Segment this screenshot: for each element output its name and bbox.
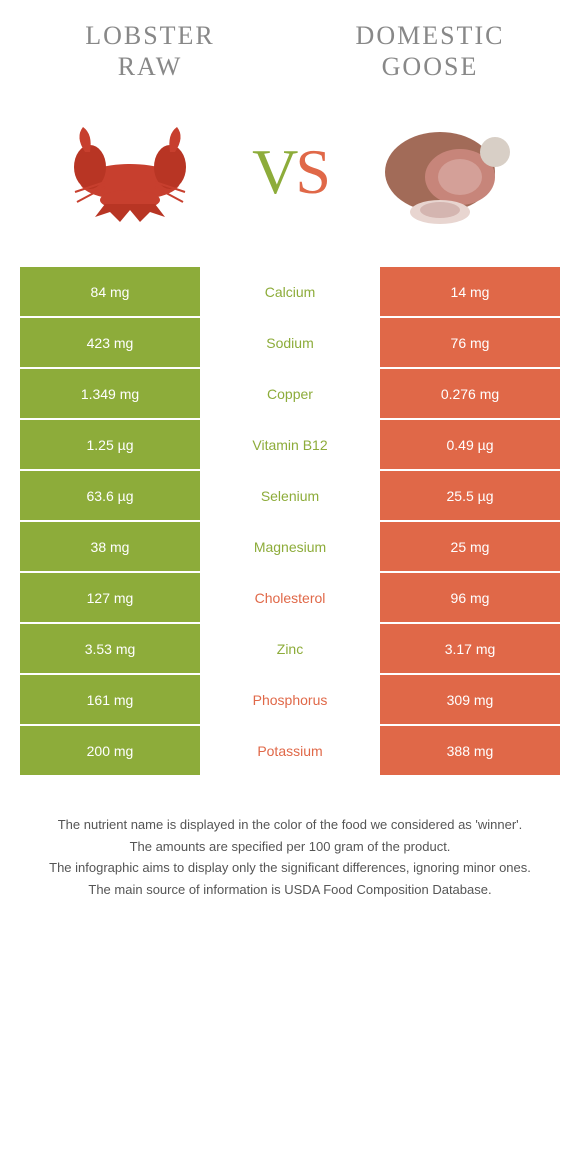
images-row: VS [20, 102, 560, 242]
left-value: 200 mg [20, 726, 200, 775]
left-value: 1.349 mg [20, 369, 200, 418]
footer-line3: The infographic aims to display only the… [35, 858, 545, 878]
nutrient-table: 84 mgCalcium14 mg423 mgSodium76 mg1.349 … [20, 267, 560, 775]
right-value: 96 mg [380, 573, 560, 622]
left-value: 161 mg [20, 675, 200, 724]
nutrient-name: Vitamin B12 [200, 420, 380, 469]
table-row: 423 mgSodium76 mg [20, 318, 560, 367]
right-food-image [360, 102, 540, 242]
right-value: 25 mg [380, 522, 560, 571]
left-value: 38 mg [20, 522, 200, 571]
right-value: 25.5 µg [380, 471, 560, 520]
nutrient-name: Magnesium [200, 522, 380, 571]
right-value: 14 mg [380, 267, 560, 316]
left-value: 1.25 µg [20, 420, 200, 469]
right-value: 309 mg [380, 675, 560, 724]
left-value: 423 mg [20, 318, 200, 367]
table-row: 38 mgMagnesium25 mg [20, 522, 560, 571]
right-value: 388 mg [380, 726, 560, 775]
left-title-line1: Lobster [85, 21, 215, 50]
table-row: 200 mgPotassium388 mg [20, 726, 560, 775]
goose-meat-icon [365, 112, 535, 232]
table-row: 161 mgPhosphorus309 mg [20, 675, 560, 724]
table-row: 84 mgCalcium14 mg [20, 267, 560, 316]
vs-label: VS [252, 135, 328, 209]
nutrient-name: Sodium [200, 318, 380, 367]
nutrient-name: Phosphorus [200, 675, 380, 724]
right-food-title: Domestic goose [330, 20, 530, 82]
right-value: 0.276 mg [380, 369, 560, 418]
left-food-image [40, 102, 220, 242]
nutrient-name: Copper [200, 369, 380, 418]
nutrient-name: Selenium [200, 471, 380, 520]
nutrient-name: Zinc [200, 624, 380, 673]
table-row: 3.53 mgZinc3.17 mg [20, 624, 560, 673]
right-title-line2: goose [382, 52, 479, 81]
table-row: 1.25 µgVitamin B120.49 µg [20, 420, 560, 469]
right-title-line1: Domestic [356, 21, 505, 50]
nutrient-name: Cholesterol [200, 573, 380, 622]
vs-v: V [252, 136, 295, 207]
nutrient-name: Potassium [200, 726, 380, 775]
left-value: 127 mg [20, 573, 200, 622]
footer-notes: The nutrient name is displayed in the co… [20, 815, 560, 899]
right-value: 76 mg [380, 318, 560, 367]
left-title-line2: Raw [118, 52, 183, 81]
footer-line2: The amounts are specified per 100 gram o… [35, 837, 545, 857]
vs-s: S [295, 136, 328, 207]
footer-line4: The main source of information is USDA F… [35, 880, 545, 900]
left-food-title: Lobster Raw [50, 20, 250, 82]
header: Lobster Raw Domestic goose [20, 20, 560, 82]
footer-line1: The nutrient name is displayed in the co… [35, 815, 545, 835]
table-row: 63.6 µgSelenium25.5 µg [20, 471, 560, 520]
right-value: 0.49 µg [380, 420, 560, 469]
left-value: 63.6 µg [20, 471, 200, 520]
right-value: 3.17 mg [380, 624, 560, 673]
table-row: 127 mgCholesterol96 mg [20, 573, 560, 622]
left-value: 84 mg [20, 267, 200, 316]
lobster-icon [45, 112, 215, 232]
table-row: 1.349 mgCopper0.276 mg [20, 369, 560, 418]
nutrient-name: Calcium [200, 267, 380, 316]
left-value: 3.53 mg [20, 624, 200, 673]
